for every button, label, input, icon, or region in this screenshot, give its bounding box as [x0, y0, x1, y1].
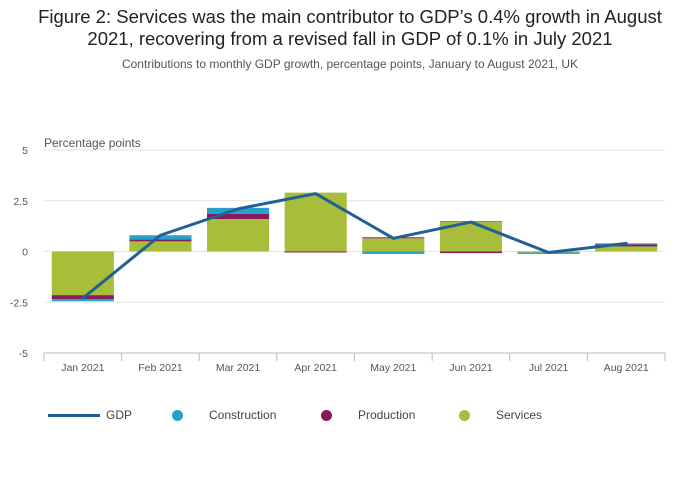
bar-construction — [207, 207, 270, 214]
x-tick-label: Jul 2021 — [529, 362, 569, 374]
x-tick-label: Aug 2021 — [604, 362, 649, 374]
gdp-line — [81, 192, 628, 300]
gdp-line-layer — [81, 192, 628, 300]
bar-production — [207, 213, 270, 220]
y-tick-label: 0 — [22, 247, 28, 259]
chart-title: Figure 2: Services was the main contribu… — [0, 6, 700, 50]
bar-services — [284, 192, 347, 252]
chart-subtitle: Contributions to monthly GDP growth, per… — [121, 57, 579, 71]
x-tick-label: Mar 2021 — [216, 362, 261, 374]
legend-item-gdp: GDP — [48, 400, 132, 430]
y-tick-label: -2.5 — [10, 297, 28, 309]
legend: GDP Construction Production Services — [0, 400, 700, 430]
legend-gdp-line-icon — [48, 413, 100, 417]
legend-item-production: Production — [321, 400, 415, 430]
bar-services — [362, 238, 425, 252]
chart-title-line-1: Figure 2: Services was the main contribu… — [38, 6, 662, 27]
x-axis: Jan 2021 Feb 2021 Mar 2021 Apr 2021 May 2021… — [43, 352, 666, 374]
legend-services-dot-icon — [459, 409, 470, 421]
bars — [51, 192, 658, 302]
legend-item-services: Services — [459, 400, 542, 430]
bar-services — [129, 241, 192, 252]
chart-plot: Percentage points 5 2.5 0 -2.5 -5 Jan 2021 Fe… — [10, 136, 666, 374]
y-axis-label: Percentage points — [44, 136, 141, 150]
y-tick-label: 2.5 — [13, 196, 28, 208]
bar-construction — [362, 251, 425, 254]
legend-label-services: Services — [496, 408, 543, 422]
x-tick-label: Jun 2021 — [449, 362, 492, 374]
bar-construction — [51, 299, 114, 302]
legend-item-construction: Construction — [172, 400, 276, 430]
legend-label-production: Production — [358, 408, 416, 422]
y-tick-label: 5 — [22, 145, 28, 157]
y-tick-label: -5 — [19, 348, 28, 360]
x-tick-label: Feb 2021 — [138, 362, 183, 374]
legend-production-dot-icon — [321, 409, 332, 421]
bar-production — [439, 251, 502, 254]
x-tick-label: Jan 2021 — [61, 362, 104, 374]
x-tick-label: Apr 2021 — [294, 362, 337, 374]
x-tick-label: May 2021 — [370, 362, 416, 374]
bar-services — [51, 251, 114, 296]
bar-services — [207, 219, 270, 252]
bar-production — [129, 239, 192, 242]
y-axis-ticks: 5 2.5 0 -2.5 -5 — [10, 145, 28, 360]
legend-label-gdp: GDP — [106, 408, 133, 422]
chart-title-line-2: 2021, recovering from a revised fall in … — [87, 28, 613, 49]
bar-construction — [129, 235, 192, 240]
legend-label-construction: Construction — [209, 408, 277, 422]
bar-services — [595, 246, 658, 252]
bar-production — [284, 251, 347, 253]
bar-production — [595, 244, 658, 247]
legend-construction-dot-icon — [172, 409, 183, 421]
